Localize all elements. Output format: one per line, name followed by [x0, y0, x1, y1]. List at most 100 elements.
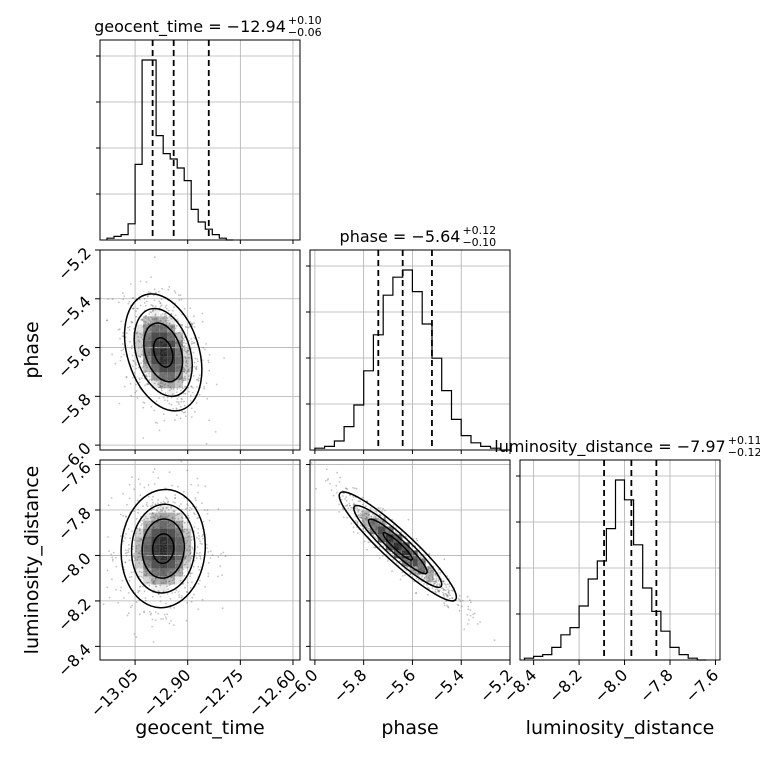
sample-point: [397, 538, 400, 540]
sample-point: [197, 582, 200, 585]
density-cell: [369, 518, 378, 527]
sample-point: [443, 602, 445, 604]
sample-point: [382, 539, 385, 542]
sample-point: [161, 382, 164, 385]
sample-point: [157, 507, 160, 509]
sample-point: [181, 520, 184, 522]
sample-point: [172, 347, 175, 349]
sample-point: [166, 334, 169, 336]
sample-point: [144, 543, 147, 546]
sample-point: [171, 579, 174, 582]
sample-point: [165, 379, 168, 381]
density-cell: [135, 560, 144, 569]
sample-point: [358, 516, 361, 519]
sample-point: [441, 587, 444, 589]
sample-point: [158, 350, 160, 353]
sample-point: [153, 318, 156, 320]
sample-point: [168, 340, 171, 343]
sample-point: [181, 572, 184, 574]
sample-point: [183, 370, 186, 373]
sample-point: [343, 492, 345, 494]
sample-point: [183, 411, 185, 414]
sample-point: [165, 346, 167, 349]
density-cell: [401, 550, 410, 559]
sample-point: [144, 515, 147, 518]
sample-point: [472, 613, 475, 616]
sample-point: [362, 527, 364, 530]
sample-point: [167, 514, 170, 517]
sample-point: [151, 537, 154, 540]
sample-point: [167, 332, 170, 335]
sample-point: [365, 512, 368, 515]
sample-point: [173, 510, 176, 513]
sample-point: [167, 588, 170, 591]
sample-point: [341, 495, 344, 497]
sample-point: [437, 589, 440, 592]
sample-point: [182, 370, 184, 373]
sample-point: [111, 298, 114, 301]
sample-point: [184, 348, 186, 350]
sample-point: [422, 570, 424, 573]
sample-point: [168, 532, 171, 535]
sample-point: [162, 572, 164, 574]
sample-point: [157, 355, 160, 358]
sample-point: [186, 549, 189, 551]
sample-point: [186, 371, 189, 373]
sample-point: [158, 366, 161, 369]
sample-point: [160, 345, 162, 347]
sample-point: [157, 477, 160, 479]
sample-point: [343, 516, 345, 519]
sample-point: [144, 314, 147, 317]
sample-point: [188, 370, 191, 372]
sample-point: [102, 603, 105, 606]
density-cell: [409, 550, 418, 559]
sample-point: [165, 349, 168, 352]
sample-point: [374, 528, 377, 530]
sample-point: [435, 581, 438, 584]
sample-point: [361, 496, 364, 499]
sample-point: [451, 590, 454, 592]
sample-point: [131, 365, 134, 368]
sample-point: [174, 419, 176, 422]
sample-point: [137, 591, 140, 594]
sample-point: [150, 612, 153, 615]
sample-point: [159, 575, 162, 578]
sample-point: [155, 548, 158, 551]
sample-point: [196, 552, 198, 555]
sample-point: [153, 324, 155, 327]
sample-point: [155, 319, 158, 321]
sample-point: [217, 556, 220, 558]
sample-point: [466, 613, 469, 616]
sample-point: [156, 529, 159, 532]
sample-point: [195, 506, 198, 508]
sample-point: [407, 556, 410, 559]
sample-point: [416, 568, 419, 571]
sample-point: [203, 386, 206, 388]
sample-point: [457, 597, 460, 600]
sample-point: [152, 581, 154, 584]
sample-point: [181, 313, 184, 316]
sample-point: [160, 501, 162, 504]
sample-point: [209, 550, 212, 552]
sample-point: [155, 552, 158, 554]
sample-point: [160, 366, 163, 369]
density-cell: [409, 558, 418, 567]
sample-point: [151, 595, 154, 598]
sample-point: [138, 540, 140, 542]
sample-point: [158, 558, 161, 561]
sample-point: [447, 591, 450, 593]
sample-point: [189, 575, 192, 577]
sample-point: [411, 560, 414, 563]
sample-point: [160, 531, 162, 534]
sample-point: [162, 377, 164, 380]
sample-point: [164, 546, 167, 549]
sample-point: [221, 574, 223, 576]
sample-point: [162, 500, 165, 503]
sample-point: [415, 565, 418, 568]
sample-point: [144, 597, 147, 599]
sample-point: [403, 552, 406, 555]
sample-point: [460, 605, 463, 608]
sample-point: [171, 484, 174, 487]
sample-point: [127, 528, 130, 530]
